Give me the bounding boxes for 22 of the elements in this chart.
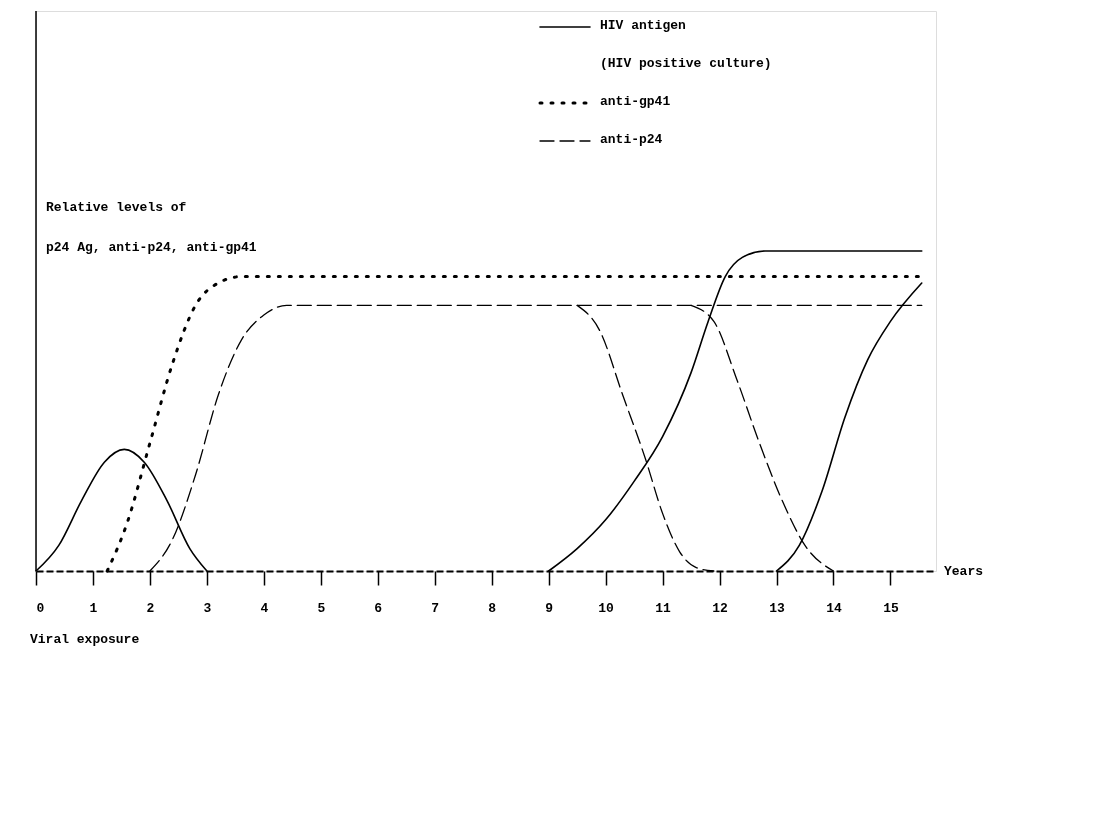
x-axis-title: Years [944,564,984,579]
x-tick-label: 8 [488,600,497,616]
x-tick-label: 9 [545,600,554,616]
x-tick-label: 4 [260,600,269,616]
x-tick-label: 12 [712,600,729,616]
legend-label: anti-gp41 [600,94,671,109]
text: HIV antigen (HIV positive culture) [600,18,772,71]
legend-label: anti-p24 [600,132,663,147]
x-tick-label: 0 [36,600,45,616]
text: Relative levels of p24 Ag, anti-p24, anti-gp41 [46,200,257,256]
x-tick-label: 13 [769,600,785,616]
x-tick-label: 5 [317,600,326,616]
x-tick-label: 1 [89,600,98,616]
x-tick-label: 2 [146,600,155,616]
x-tick-label: 3 [203,600,212,616]
x-tick-label: 14 [826,600,842,616]
x-tick-label: 6 [374,600,383,616]
x-tick-label: 11 [655,600,672,616]
x-tick-label: 15 [883,600,899,616]
x-tick-label: 7 [431,600,440,616]
x-tick-label: 10 [598,600,615,616]
text: Viral exposure [30,632,140,647]
